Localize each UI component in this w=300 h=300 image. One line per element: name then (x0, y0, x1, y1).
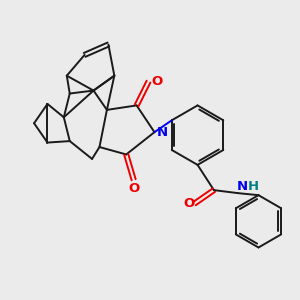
Text: O: O (151, 75, 163, 88)
Text: O: O (128, 182, 139, 194)
Text: N: N (157, 126, 168, 139)
Text: N: N (237, 180, 248, 193)
Text: H: H (248, 180, 259, 193)
Text: O: O (183, 197, 194, 210)
